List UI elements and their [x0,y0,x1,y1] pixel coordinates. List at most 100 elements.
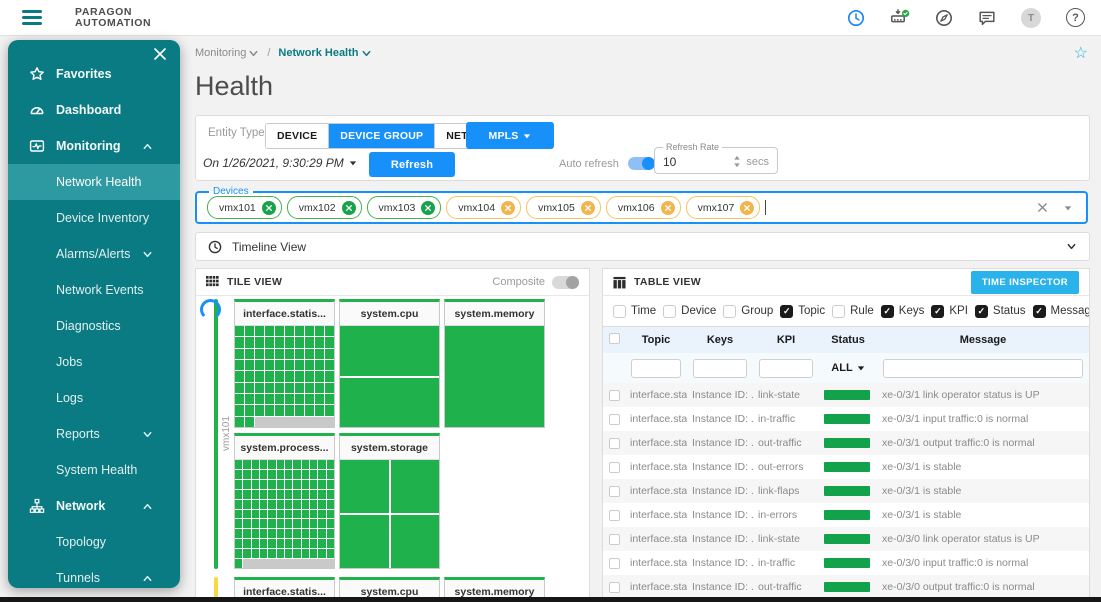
breadcrumb-parent[interactable]: Monitoring [195,47,259,59]
remove-device-icon[interactable] [501,200,516,215]
kpi-filter-input[interactable] [759,359,813,378]
sidebar-item-topology[interactable]: Topology [8,524,180,560]
column-toggle-keys[interactable]: ✓ Keys [880,304,924,318]
checkbox-icon[interactable] [663,304,677,318]
sidebar-item-network-health[interactable]: Network Health [8,164,180,200]
device-status-icon[interactable] [890,8,910,28]
chevron-down-icon[interactable] [1066,241,1077,252]
table-row[interactable]: interface.sta... Instance ID: ... in-error… [603,503,1089,527]
table-row[interactable]: interface.sta... Instance ID: ... link-sta… [603,383,1089,407]
table-row[interactable]: interface.sta... Instance ID: ... link-fla… [603,479,1089,503]
refresh-button[interactable]: Refresh [369,152,455,177]
remove-device-icon[interactable] [740,200,755,215]
breadcrumb-current[interactable]: Network Health [278,47,371,59]
column-toggle-kpi[interactable]: ✓ KPI [931,304,968,318]
hamburger-menu-icon[interactable] [22,10,42,25]
select-all-checkbox[interactable] [608,333,620,344]
tile-interface-statis[interactable]: interface.statis... [234,577,335,597]
column-toggle-message[interactable]: ✓ Message [1032,304,1089,318]
devices-multiselect[interactable]: Devices vmx101 vmx102 vmx103 vmx104 vmx105 vm… [195,186,1088,224]
table-row[interactable]: interface.sta... Instance ID: ... in-traff… [603,551,1089,575]
row-checkbox[interactable] [608,581,620,593]
avatar[interactable]: T [1021,7,1041,28]
timeline-view-bar[interactable]: Timeline View [195,232,1090,261]
table-row[interactable]: interface.sta... Instance ID: ... out-traf… [603,575,1089,597]
tile-interface-statis[interactable]: interface.statis... [234,299,335,428]
column-toggle-topic[interactable]: ✓ Topic [780,304,825,318]
checkbox-icon[interactable]: ✓ [1032,304,1046,318]
row-checkbox[interactable] [608,533,620,545]
sidebar-item-favorites[interactable]: Favorites [8,56,180,92]
device-chip-vmx105[interactable]: vmx105 [526,196,601,219]
sidebar-item-dashboard[interactable]: Dashboard [8,92,180,128]
device-chip-vmx107[interactable]: vmx107 [685,196,761,219]
time-inspector-button[interactable]: TIME INSPECTOR [970,270,1079,294]
checkbox-icon[interactable]: ✓ [931,304,945,318]
remove-device-icon[interactable] [261,200,276,215]
table-row[interactable]: interface.sta... Instance ID: ... link-sta… [603,527,1089,551]
checkbox-icon[interactable] [723,304,737,318]
column-toggle-group[interactable]: Group [723,304,773,318]
tile-system-memory[interactable]: system.memory [444,299,545,428]
column-toggle-rule[interactable]: Rule [832,304,874,318]
sidebar-item-network-events[interactable]: Network Events [8,272,180,308]
row-checkbox[interactable] [608,557,620,569]
mpls-dropdown-button[interactable]: MPLS [466,122,554,149]
device-chip-vmx103[interactable]: vmx103 [366,196,442,219]
row-checkbox[interactable] [608,437,620,449]
sidebar-item-logs[interactable]: Logs [8,380,180,416]
message-filter-input[interactable] [883,359,1083,378]
stepper-icon[interactable] [733,155,741,168]
sidebar-item-device-inventory[interactable]: Device Inventory [8,200,180,236]
remove-device-icon[interactable] [421,200,436,215]
datetime-selector[interactable]: On 1/26/2021, 9:30:29 PM [203,156,357,170]
tile-system-memory[interactable]: system.memory [444,577,545,597]
table-row[interactable]: interface.sta... Instance ID: ... out-erro… [603,455,1089,479]
tile-system-cpu[interactable]: system.cpu [339,299,440,428]
table-row[interactable]: interface.sta... Instance ID: ... out-traf… [603,431,1089,455]
sidebar-item-reports[interactable]: Reports [8,416,180,452]
help-icon[interactable]: ? [1066,8,1085,27]
row-checkbox[interactable] [608,485,620,497]
entity-type-button-device-group[interactable]: DEVICE GROUP [329,124,436,148]
checkbox-icon[interactable]: ✓ [880,304,894,318]
tile-system-cpu[interactable]: system.cpu [339,577,440,597]
entity-type-button-device[interactable]: DEVICE [266,124,330,148]
auto-refresh-toggle[interactable] [628,157,655,170]
remove-device-icon[interactable] [660,200,675,215]
remove-device-icon[interactable] [341,200,356,215]
status-filter-dropdown[interactable]: ALL [819,362,877,374]
checkbox-icon[interactable] [832,304,846,318]
sidebar-item-monitoring[interactable]: Monitoring [8,128,180,164]
column-toggle-time[interactable]: Time [613,304,656,318]
row-checkbox[interactable] [608,389,620,401]
sidebar-item-system-health[interactable]: System Health [8,452,180,488]
device-chip-vmx101[interactable]: vmx101 [207,196,282,219]
favorite-page-star-icon[interactable]: ☆ [1073,45,1088,62]
tile-system-storage[interactable]: system.storage [339,433,440,569]
checkbox-icon[interactable]: ✓ [780,304,794,318]
remove-device-icon[interactable] [580,200,595,215]
device-chip-vmx102[interactable]: vmx102 [286,196,362,219]
sidebar-item-network[interactable]: Network [8,488,180,524]
sidebar-item-jobs[interactable]: Jobs [8,344,180,380]
keys-filter-input[interactable] [693,359,747,378]
checkbox-icon[interactable]: ✓ [974,304,988,318]
row-checkbox[interactable] [608,461,620,473]
row-checkbox[interactable] [608,509,620,521]
composite-toggle[interactable] [552,275,579,289]
column-toggle-status[interactable]: ✓ Status [974,304,1026,318]
compass-icon[interactable] [935,9,953,27]
column-toggle-device[interactable]: Device [663,304,716,318]
device-chip-vmx106[interactable]: vmx106 [605,196,681,219]
sidebar-item-alarms-alerts[interactable]: Alarms/Alerts [8,236,180,272]
device-chip-vmx104[interactable]: vmx104 [446,196,522,219]
feedback-icon[interactable] [978,9,996,27]
clear-devices-icon[interactable] [1037,202,1048,213]
tile-system-process[interactable]: system.process... [234,433,335,569]
sidebar-item-diagnostics[interactable]: Diagnostics [8,308,180,344]
refresh-rate-value[interactable]: 10 [663,154,677,169]
sidebar-item-tunnels[interactable]: Tunnels [8,560,180,588]
sidebar-close-icon[interactable] [153,47,167,61]
clock-icon[interactable] [847,9,865,27]
